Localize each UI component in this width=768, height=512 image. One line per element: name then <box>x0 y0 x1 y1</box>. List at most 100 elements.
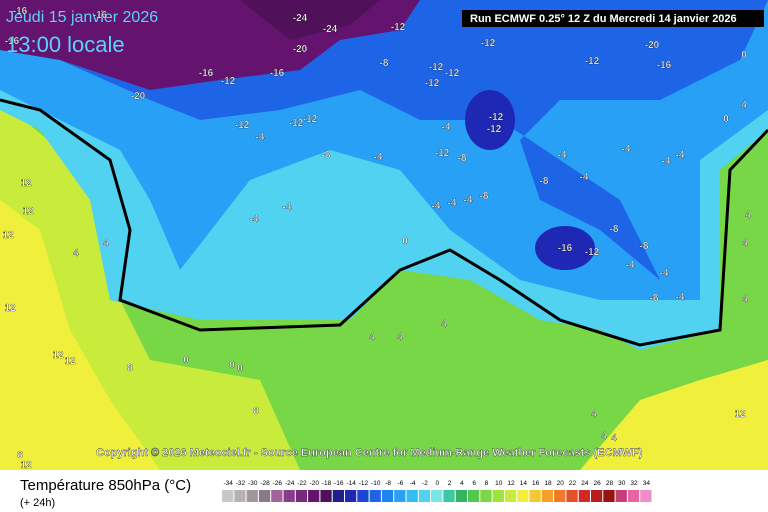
contour-label: 4 <box>441 319 447 330</box>
contour-label: -8 <box>650 293 659 304</box>
scale-tick-label: 8 <box>485 480 489 487</box>
very-cold-region <box>240 0 380 40</box>
contour-label: -24 <box>293 13 308 24</box>
contour-label: -8 <box>380 58 389 69</box>
scale-swatch <box>234 490 246 502</box>
contour-label: -16 <box>13 6 28 17</box>
contour-label: -20 <box>131 91 146 102</box>
contour-label: 12 <box>2 230 14 241</box>
scale-swatch <box>332 490 344 502</box>
contour-label: -16 <box>5 36 20 47</box>
contour-label: 4 <box>397 332 403 343</box>
contour-label: -8 <box>480 191 489 202</box>
scale-swatch <box>222 490 234 502</box>
scale-swatch <box>345 490 357 502</box>
scale-tick-label: -22 <box>297 480 307 487</box>
contour-label: -20 <box>645 40 660 51</box>
contour-label: -12 <box>487 124 502 135</box>
contour-label: 0 <box>237 363 243 374</box>
scale-swatch <box>246 490 258 502</box>
legend-title: Température 850hPa (°C) <box>20 477 191 494</box>
scale-tick-label: 4 <box>460 480 464 487</box>
contour-label: -4 <box>256 132 265 143</box>
scale-swatch <box>381 490 394 502</box>
contour-label: -16 <box>657 60 672 71</box>
scale-swatch <box>455 490 467 502</box>
contour-label: -12 <box>425 78 440 89</box>
scale-swatch <box>541 490 554 502</box>
scale-swatch <box>640 490 652 502</box>
contour-label: 4 <box>745 210 751 221</box>
contour-label: -4 <box>626 260 635 271</box>
contour-label: -4 <box>660 268 669 279</box>
scale-tick-label: 2 <box>448 480 452 487</box>
contour-label: -4 <box>558 150 567 161</box>
scale-tick-label: -12 <box>359 480 369 487</box>
contour-label: -4 <box>662 156 671 167</box>
scale-swatch <box>480 490 492 502</box>
contour-label: -24 <box>323 24 338 35</box>
contour-label: -16 <box>199 68 214 79</box>
scale-swatch <box>578 490 590 502</box>
contour-label: 4 <box>73 248 79 259</box>
run-info: Run ECMWF 0.25° 12 Z du Mercredi 14 janv… <box>470 13 737 25</box>
contour-label: -4 <box>448 198 457 209</box>
contour-label: 4 <box>103 238 109 249</box>
scale-tick-label: -14 <box>346 480 356 487</box>
scale-tick-label: 16 <box>532 480 540 487</box>
contour-label: -12 <box>391 22 406 33</box>
contour-label: -8 <box>640 241 649 252</box>
scale-swatch <box>283 490 295 502</box>
contour-label: -12 <box>303 114 318 125</box>
scale-tick-label: 12 <box>507 480 515 487</box>
contour-label: -12 <box>481 38 496 49</box>
date: Jeudi 15 janvier 2026 <box>6 9 158 26</box>
scale-swatch <box>258 490 271 502</box>
scale-swatch <box>308 490 320 502</box>
scale-swatch <box>627 490 640 502</box>
contour-label: -12 <box>289 118 304 129</box>
scale-swatch <box>357 490 369 502</box>
contour-label: 4 <box>369 332 375 343</box>
scale-tick-label: -34 <box>223 480 233 487</box>
contour-label: -8 <box>540 176 549 187</box>
scale-tick-label: -30 <box>248 480 258 487</box>
contour-label: -16 <box>270 68 285 79</box>
scale-swatch <box>394 490 406 502</box>
contour-label: 8 <box>253 406 259 417</box>
time: 13:00 locale <box>6 32 125 57</box>
scale-tick-label: 30 <box>618 480 626 487</box>
scale-swatch <box>615 490 627 502</box>
contour-label: -12 <box>235 120 250 131</box>
scale-swatch <box>468 490 480 502</box>
legend-subtitle: (+ 24h) <box>20 497 55 509</box>
scale-tick-label: -26 <box>273 480 283 487</box>
contour-label: 12 <box>20 178 32 189</box>
contour-label: -12 <box>445 68 460 79</box>
scale-tick-label: 10 <box>495 480 503 487</box>
contour-label: 4 <box>591 409 597 420</box>
contour-label: -4 <box>374 152 383 163</box>
contour-label: -4 <box>676 150 685 161</box>
contour-label: 4 <box>741 100 747 111</box>
scale-tick-label: 0 <box>435 480 439 487</box>
scale-swatch <box>517 490 529 502</box>
contour-label: -8 <box>458 153 467 164</box>
scale-tick-label: -4 <box>410 480 416 487</box>
scale-tick-label: 32 <box>630 480 638 487</box>
contour-label: 12 <box>22 206 34 217</box>
scale-tick-label: -6 <box>397 480 403 487</box>
contour-label: -12 <box>221 76 236 87</box>
scale-tick-label: 6 <box>472 480 476 487</box>
contour-label: 12 <box>20 460 32 471</box>
scale-tick-label: 34 <box>643 480 651 487</box>
contour-label: -4 <box>250 214 259 225</box>
contour-label: 12 <box>52 350 64 361</box>
contour-label: 4 <box>742 294 748 305</box>
scale-tick-label: -16 <box>334 480 344 487</box>
contour-label: 12 <box>4 303 16 314</box>
contour-label: 8 <box>127 363 133 374</box>
scale-swatch <box>271 490 283 502</box>
contour-label: -8 <box>610 224 619 235</box>
